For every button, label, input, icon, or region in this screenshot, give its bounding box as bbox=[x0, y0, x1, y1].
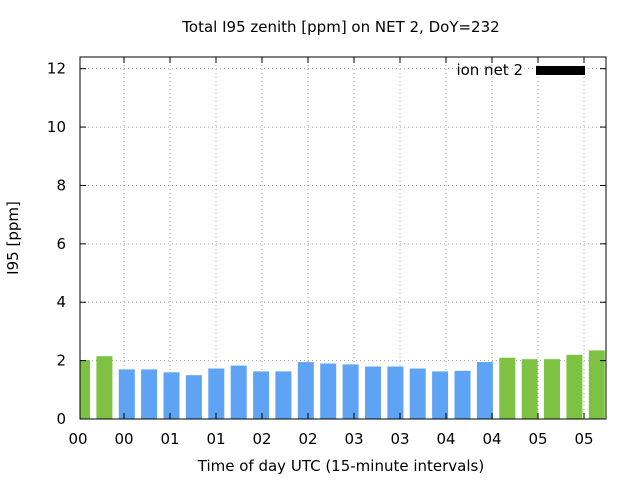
bar-8 bbox=[253, 371, 270, 419]
bar-12 bbox=[342, 364, 359, 419]
bar-2 bbox=[118, 369, 135, 419]
bar-13 bbox=[365, 366, 381, 419]
y-tick-label: 0 bbox=[56, 410, 66, 428]
bars-group bbox=[80, 350, 605, 419]
bar-5 bbox=[185, 375, 202, 419]
x-tick-label: 04 bbox=[436, 430, 455, 448]
x-tick-label: 04 bbox=[482, 430, 501, 448]
bar-0 bbox=[80, 360, 90, 419]
bar-3 bbox=[141, 369, 158, 419]
bar-18 bbox=[476, 362, 493, 419]
bar-22 bbox=[566, 354, 583, 419]
x-tick-label: 00 bbox=[114, 430, 133, 448]
y-tick-label: 10 bbox=[47, 118, 66, 136]
x-tick-label: 01 bbox=[206, 430, 225, 448]
bar-20 bbox=[521, 359, 538, 419]
plot-frame bbox=[79, 56, 607, 420]
x-tick-label: 03 bbox=[344, 430, 363, 448]
bar-19 bbox=[499, 357, 516, 419]
y-axis-label: I95 [ppm] bbox=[4, 201, 22, 275]
grid-lines bbox=[80, 57, 606, 419]
y-tick-label: 8 bbox=[56, 176, 66, 194]
bar-14 bbox=[387, 366, 404, 419]
x-tick-label: 00 bbox=[68, 430, 87, 448]
chart-title: Total I95 zenith [ppm] on NET 2, DoY=232 bbox=[181, 18, 499, 36]
bar-6 bbox=[208, 368, 225, 419]
x-tick-label: 03 bbox=[390, 430, 409, 448]
bar-7 bbox=[230, 365, 247, 419]
x-tick-label: 01 bbox=[160, 430, 179, 448]
y-tick-label: 12 bbox=[47, 60, 66, 78]
x-tick-label: 02 bbox=[252, 430, 271, 448]
y-tick-label: 4 bbox=[56, 293, 66, 311]
bar-17 bbox=[454, 370, 471, 419]
legend-label: ion net 2 bbox=[456, 61, 523, 79]
x-axis-ticks: 00 00 01 01 02 02 03 03 04 04 05 05 bbox=[68, 57, 594, 448]
y-axis-ticks: 0 2 4 6 8 10 12 bbox=[47, 60, 606, 428]
x-tick-label: 05 bbox=[528, 430, 547, 448]
bar-10 bbox=[297, 362, 314, 419]
bar-16 bbox=[432, 371, 449, 419]
bar-21 bbox=[544, 359, 560, 419]
y-tick-label: 6 bbox=[56, 235, 66, 253]
bar-1 bbox=[96, 356, 113, 419]
legend: ion net 2 bbox=[456, 61, 585, 79]
y-tick-label: 2 bbox=[56, 352, 66, 370]
bar-9 bbox=[275, 371, 292, 419]
legend-swatch bbox=[536, 66, 585, 75]
x-tick-label: 02 bbox=[298, 430, 317, 448]
bar-4 bbox=[163, 372, 180, 419]
bar-23 bbox=[588, 350, 605, 419]
bar-11 bbox=[320, 363, 337, 419]
bar-15 bbox=[409, 368, 426, 419]
x-tick-label: 05 bbox=[574, 430, 593, 448]
x-axis-label: Time of day UTC (15-minute intervals) bbox=[197, 457, 484, 475]
